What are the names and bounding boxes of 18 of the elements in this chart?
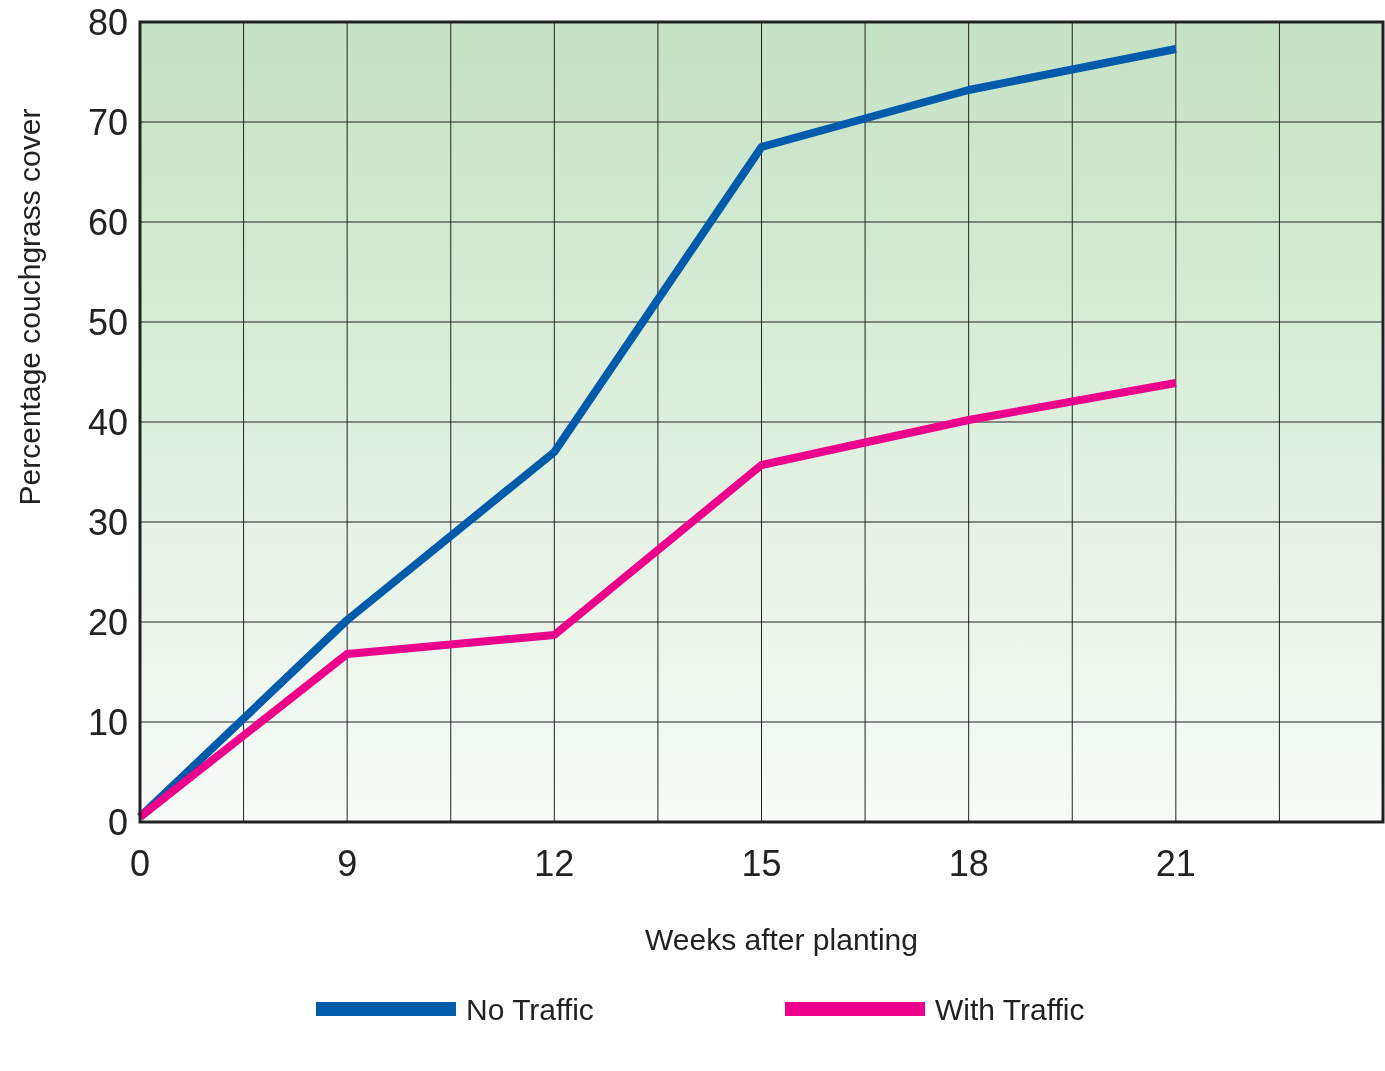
- y-tick-label: 30: [87, 501, 128, 543]
- legend-label: No Traffic: [466, 992, 594, 1026]
- y-tick-label: 0: [107, 801, 128, 843]
- y-tick-label: 20: [87, 601, 128, 643]
- y-tick-label: 40: [87, 401, 128, 443]
- x-tick-label: 9: [337, 843, 358, 884]
- y-axis-title: Percentage couchgrass cover: [13, 108, 46, 506]
- y-tick-label: 50: [87, 301, 128, 343]
- x-tick-label: 15: [741, 843, 782, 884]
- x-tick-label: 21: [1155, 843, 1196, 884]
- y-tick-label: 60: [87, 201, 128, 243]
- x-axis-title: Weeks after planting: [645, 923, 918, 956]
- x-tick-label: 18: [948, 843, 989, 884]
- y-tick-label: 70: [87, 101, 128, 143]
- y-tick-label: 80: [87, 1, 128, 43]
- legend-label: With Traffic: [935, 992, 1085, 1026]
- y-tick-label: 10: [87, 701, 128, 743]
- x-tick-label: 12: [534, 843, 575, 884]
